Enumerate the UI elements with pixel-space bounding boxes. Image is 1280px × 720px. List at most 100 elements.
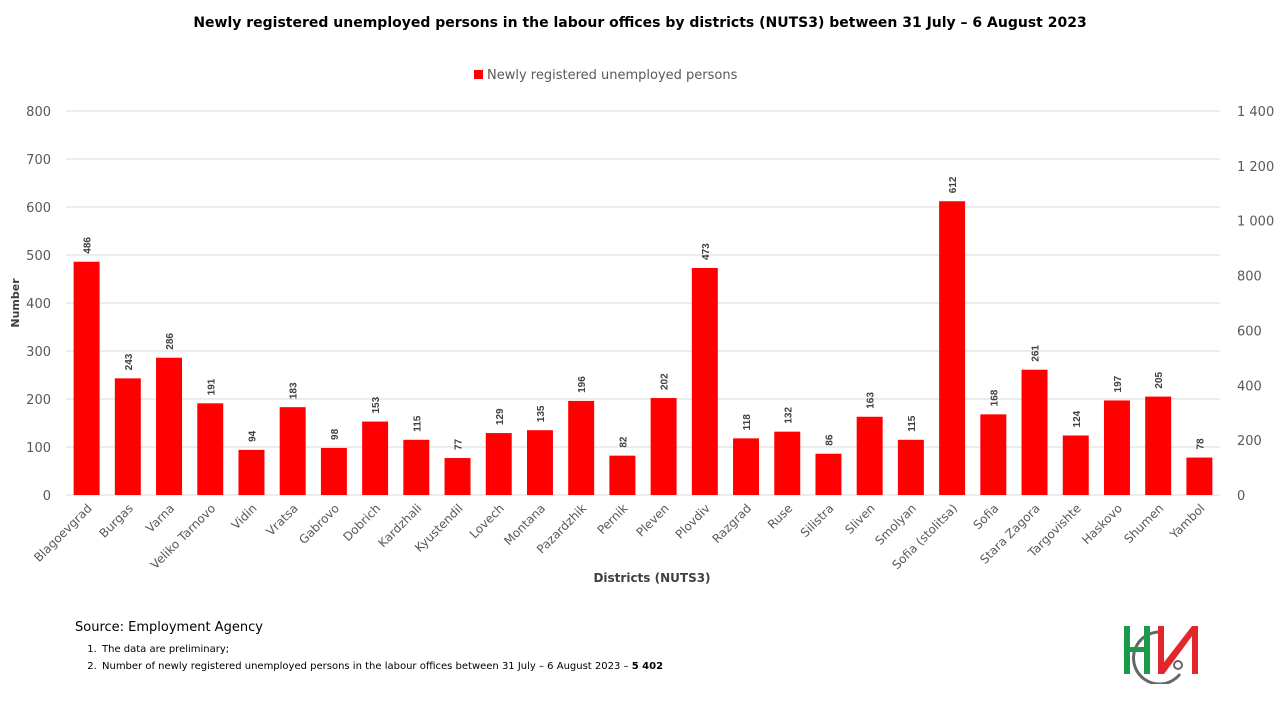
bar [403, 439, 430, 495]
y-tick-label: 800 [26, 105, 51, 120]
bar [691, 267, 718, 495]
bar [362, 421, 389, 495]
data-label: 135 [536, 405, 547, 422]
data-label: 153 [371, 396, 382, 413]
logo-i-diag [1158, 626, 1198, 674]
data-label: 202 [660, 373, 671, 390]
x-tick-label: Lovech [467, 501, 507, 541]
logo-dot [1173, 660, 1183, 670]
data-label: 163 [866, 392, 877, 409]
bar [939, 201, 966, 496]
data-label: 191 [206, 378, 217, 395]
data-label: 205 [1154, 371, 1165, 388]
x-tick-label: Varna [143, 501, 177, 535]
bar [197, 403, 224, 495]
y2-tick-label: 1 400 [1237, 105, 1274, 120]
bar [73, 261, 100, 495]
bar [114, 378, 141, 495]
bars [73, 201, 1213, 496]
y2-tick-label: 200 [1237, 434, 1262, 449]
bar [279, 407, 306, 495]
data-label: 473 [701, 243, 712, 260]
data-label: 82 [618, 436, 629, 448]
data-label: 78 [1195, 438, 1206, 450]
y-axis-title: Number [9, 278, 22, 328]
y2-tick-label: 800 [1237, 270, 1262, 285]
y-tick-label: 300 [26, 345, 51, 360]
note-item: The data are preliminary; [100, 641, 663, 658]
nsi-logo-icon [1124, 626, 1198, 684]
data-label: 129 [495, 408, 506, 425]
data-label: 94 [247, 430, 258, 442]
data-label: 286 [165, 333, 176, 350]
note-text: The data are preliminary; [102, 644, 230, 655]
x-tick-label: Sliven [842, 501, 878, 537]
x-tick-label: Vratsa [263, 501, 300, 538]
chart-title: Newly registered unemployed persons in t… [193, 15, 1086, 31]
y-tick-label: 700 [26, 153, 51, 168]
gridlines [66, 110, 1220, 496]
x-tick-label: Pernik [595, 501, 631, 537]
y2-tick-label: 0 [1237, 489, 1245, 504]
data-label: 612 [948, 176, 959, 193]
y-tick-label: 600 [26, 201, 51, 216]
data-label: 98 [330, 428, 341, 440]
y2-tick-label: 1 200 [1237, 160, 1274, 175]
total-value: 5 402 [631, 661, 664, 672]
bar [156, 357, 183, 495]
data-label: 124 [1072, 410, 1083, 427]
x-tick-label: Plovdiv [673, 501, 713, 541]
x-tick-label: Gabrovo [296, 501, 342, 547]
data-label: 197 [1113, 375, 1124, 392]
logo-h-right [1144, 626, 1150, 674]
y-tick-label: 100 [26, 441, 51, 456]
data-label: 486 [83, 237, 94, 254]
logo-h-left [1124, 626, 1130, 674]
source-text: Source: Employment Agency [75, 620, 263, 635]
bar [856, 416, 883, 495]
data-label: 115 [907, 415, 918, 432]
data-label: 168 [989, 389, 1000, 406]
bar [733, 438, 760, 495]
bar [980, 414, 1007, 495]
bar [444, 458, 471, 495]
y2-tick-label: 1 000 [1237, 215, 1274, 230]
y2-axis: 0 200 400 600 800 1 000 1 200 1 400 [1237, 105, 1274, 504]
data-label: 115 [412, 415, 423, 432]
bar [1062, 435, 1089, 495]
y-axis: 0 100 200 300 400 500 600 700 800 [26, 105, 51, 504]
notes-list: The data are preliminary; Number of newl… [75, 641, 663, 675]
data-label: 132 [783, 407, 794, 424]
bar [1103, 400, 1130, 495]
bar [815, 453, 842, 495]
x-tick-label: Burgas [96, 501, 135, 540]
bar-chart: Newly registered unemployed persons in t… [9, 15, 1274, 585]
x-tick-label: Ruse [765, 501, 795, 531]
bar [568, 400, 595, 495]
x-tick-label: Razgrad [709, 501, 754, 546]
x-tick-label: Haskovo [1079, 501, 1125, 547]
x-tick-label: Pleven [634, 501, 672, 539]
data-label: 77 [454, 438, 465, 450]
bar [238, 449, 265, 495]
data-label: 261 [1031, 345, 1042, 362]
data-labels: 486 243 286 191 94 183 98 153 115 77 129 135 196 82 20… [83, 176, 1207, 450]
bar [320, 447, 347, 495]
bar [526, 430, 553, 495]
bar [1021, 369, 1048, 495]
bar [774, 431, 801, 495]
y2-tick-label: 600 [1237, 324, 1262, 339]
x-axis-title: Districts (NUTS3) [593, 571, 710, 585]
note-item: Number of newly registered unemployed pe… [100, 658, 663, 675]
bar [897, 439, 924, 495]
y-tick-label: 200 [26, 393, 51, 408]
y-tick-label: 0 [43, 489, 51, 504]
data-label: 243 [124, 353, 135, 370]
y-tick-label: 500 [26, 249, 51, 264]
data-label: 118 [742, 414, 753, 431]
note-text: Number of newly registered unemployed pe… [102, 661, 632, 672]
footer: Source: Employment Agency The data are p… [75, 620, 663, 675]
y-tick-label: 400 [26, 297, 51, 312]
legend-swatch [474, 70, 483, 79]
